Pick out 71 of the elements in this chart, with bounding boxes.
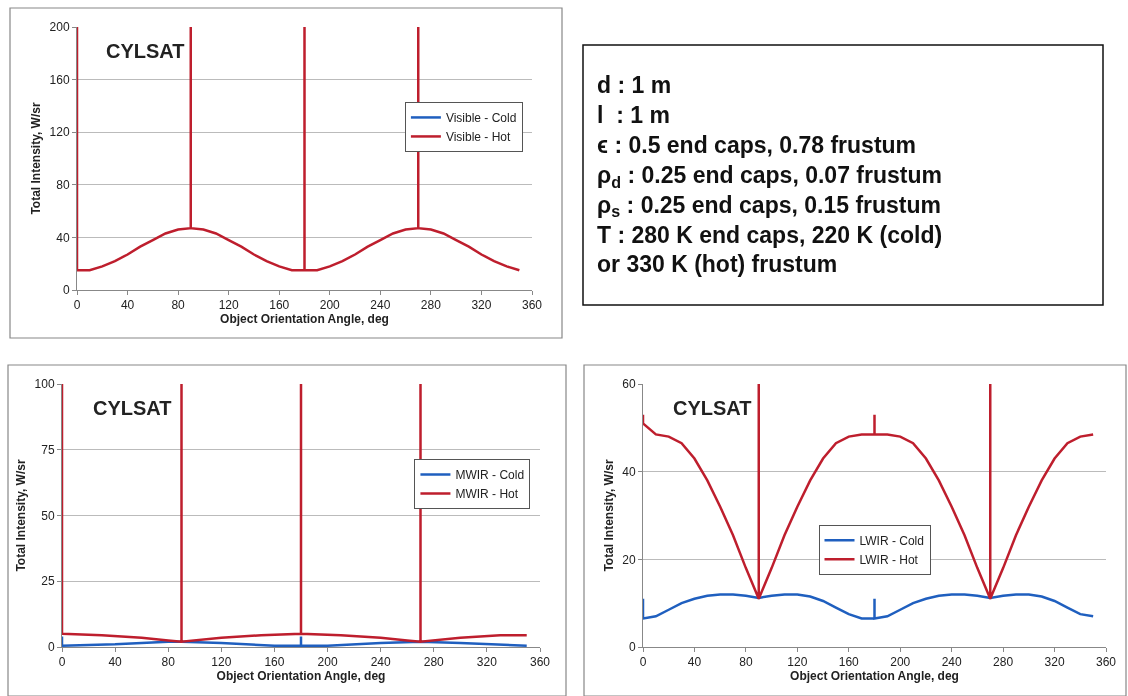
- x-tick-label: 40: [120, 298, 135, 313]
- x-tick-label: 160: [269, 298, 290, 313]
- x-axis-title: Object Orientation Angle, deg: [216, 669, 386, 684]
- x-tick-label: 80: [739, 655, 753, 670]
- x-tick-label: 320: [471, 298, 492, 313]
- x-tick-label: 80: [171, 298, 186, 313]
- text: CYLSAT: [673, 397, 752, 419]
- y-tick-label: 75: [41, 442, 55, 457]
- x-tick-label: 120: [211, 655, 232, 670]
- x-tick-label: 200: [319, 298, 341, 313]
- legend-label: LWIR - Cold: [859, 533, 924, 548]
- text: l : 1 m: [597, 101, 670, 128]
- line-series: [643, 384, 1095, 601]
- y-tick-label: 40: [56, 230, 70, 245]
- line-series: [77, 27, 521, 272]
- x-tick-label: 240: [370, 655, 391, 670]
- y-tick-label: 0: [47, 640, 55, 655]
- x-tick-label: 200: [890, 655, 911, 670]
- x-tick-label: 0: [73, 298, 81, 313]
- y-tick-label: 20: [622, 552, 636, 567]
- x-tick-label: 280: [993, 655, 1014, 670]
- y-tick-label: 200: [49, 20, 70, 35]
- text: CYLSAT: [93, 397, 172, 419]
- y-tick-label: 60: [622, 377, 636, 392]
- x-tick-label: 120: [218, 298, 239, 313]
- x-tick-label: 40: [687, 655, 702, 670]
- text: d : 1 m: [597, 72, 672, 98]
- y-axis-title: Total Intensity, W/sr: [601, 459, 616, 572]
- y-tick-label: 160: [49, 72, 70, 87]
- x-tick-label: 120: [787, 655, 808, 670]
- x-tick-label: 360: [529, 655, 551, 670]
- x-tick-label: 160: [264, 655, 285, 670]
- legend-label: Visible - Cold: [445, 111, 517, 126]
- text: T : 280 K end caps, 220 K (cold): [597, 221, 943, 248]
- x-tick-label: 40: [108, 655, 123, 670]
- x-tick-label: 80: [161, 655, 176, 670]
- y-tick-label: 40: [622, 464, 636, 479]
- x-axis-title: Object Orientation Angle, deg: [790, 669, 959, 684]
- x-tick-label: 240: [941, 655, 962, 670]
- x-tick-label: 320: [1044, 655, 1065, 670]
- x-axis-title: Object Orientation Angle, deg: [220, 312, 389, 327]
- y-axis-title: Total Intensity, W/sr: [28, 102, 43, 215]
- y-tick-label: 25: [41, 574, 55, 589]
- legend-label: MWIR - Hot: [455, 487, 519, 502]
- y-tick-label: 100: [34, 377, 55, 392]
- x-tick-label: 160: [838, 655, 860, 670]
- text: ρ$_{d}$ : 0.25 end caps, 0.07 frustum: [597, 161, 942, 191]
- y-tick-label: 0: [628, 640, 636, 655]
- legend-label: LWIR - Hot: [859, 552, 919, 567]
- x-tick-label: 0: [639, 655, 647, 670]
- text: ϵ : 0.5 end caps, 0.78 frustum: [597, 131, 917, 158]
- x-tick-label: 280: [423, 655, 445, 670]
- x-tick-label: 360: [1095, 655, 1117, 670]
- legend-label: Visible - Hot: [445, 130, 512, 145]
- x-tick-label: 320: [476, 655, 498, 670]
- text: ρ$_{s}$ : 0.25 end caps, 0.15 frustum: [597, 191, 942, 221]
- y-tick-label: 0: [62, 283, 70, 298]
- y-tick-label: 80: [56, 178, 70, 192]
- line-series: [62, 635, 528, 647]
- x-tick-label: 360: [521, 298, 543, 313]
- text: or 330 K (hot) frustum: [597, 251, 838, 278]
- y-tick-label: 50: [41, 508, 55, 523]
- legend-label: MWIR - Cold: [455, 468, 525, 483]
- y-tick-label: 120: [49, 125, 70, 140]
- x-tick-label: 240: [370, 298, 391, 313]
- x-tick-label: 200: [317, 655, 338, 670]
- x-tick-label: 280: [420, 298, 442, 313]
- text: CYLSAT: [106, 40, 185, 62]
- line-series: [62, 384, 528, 643]
- line-series: [643, 593, 1095, 620]
- y-axis-title: Total Intensity, W/sr: [13, 459, 28, 572]
